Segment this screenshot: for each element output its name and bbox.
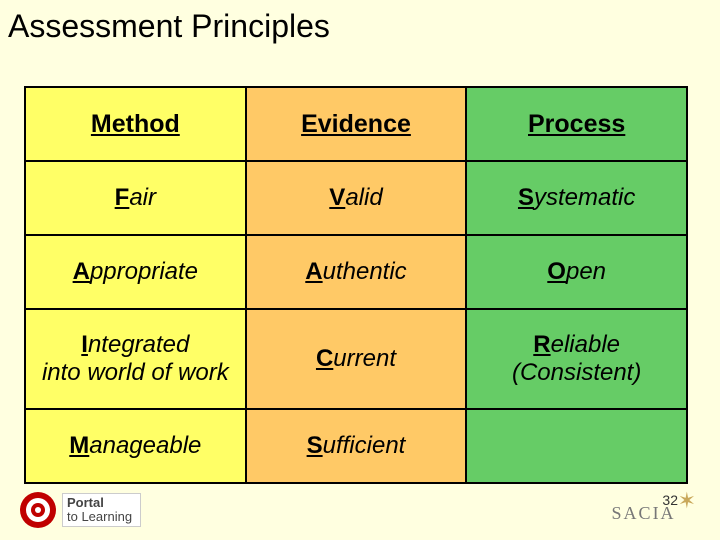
sacia-text: SACIA xyxy=(612,503,676,524)
slide: Assessment Principles Method Evidence Pr… xyxy=(0,0,720,540)
cell-evidence: Authentic xyxy=(246,235,467,309)
star-icon: ✶ xyxy=(678,488,696,514)
table-row: Appropriate Authentic Open xyxy=(25,235,687,309)
portal-line2: to Learning xyxy=(67,510,132,524)
portal-text: Portal to Learning xyxy=(62,493,141,526)
cell-evidence: Sufficient xyxy=(246,409,467,483)
cell-process: Systematic xyxy=(466,161,687,235)
footer-right-brand: SACIA ✶ xyxy=(612,500,700,526)
cell-method: Manageable xyxy=(25,409,246,483)
cell-evidence: Current xyxy=(246,309,467,409)
cell-evidence: Valid xyxy=(246,161,467,235)
col-header-method: Method xyxy=(25,87,246,161)
table-header-row: Method Evidence Process xyxy=(25,87,687,161)
principles-table: Method Evidence Process Fair Valid Syste… xyxy=(24,86,688,484)
cell-method: Fair xyxy=(25,161,246,235)
cell-method: Appropriate xyxy=(25,235,246,309)
cell-process: Open xyxy=(466,235,687,309)
page-title: Assessment Principles xyxy=(8,8,330,45)
table-row: Integratedinto world of work Current Rel… xyxy=(25,309,687,409)
table-row: Manageable Sufficient xyxy=(25,409,687,483)
col-header-process: Process xyxy=(466,87,687,161)
table: Method Evidence Process Fair Valid Syste… xyxy=(24,86,688,484)
cell-method: Integratedinto world of work xyxy=(25,309,246,409)
cell-process: Reliable(Consistent) xyxy=(466,309,687,409)
portal-line1: Portal xyxy=(67,496,132,510)
footer-left-logo: Portal to Learning xyxy=(20,492,141,528)
cell-process-empty xyxy=(466,409,687,483)
table-row: Fair Valid Systematic xyxy=(25,161,687,235)
portal-ring-icon xyxy=(20,492,56,528)
col-header-evidence: Evidence xyxy=(246,87,467,161)
